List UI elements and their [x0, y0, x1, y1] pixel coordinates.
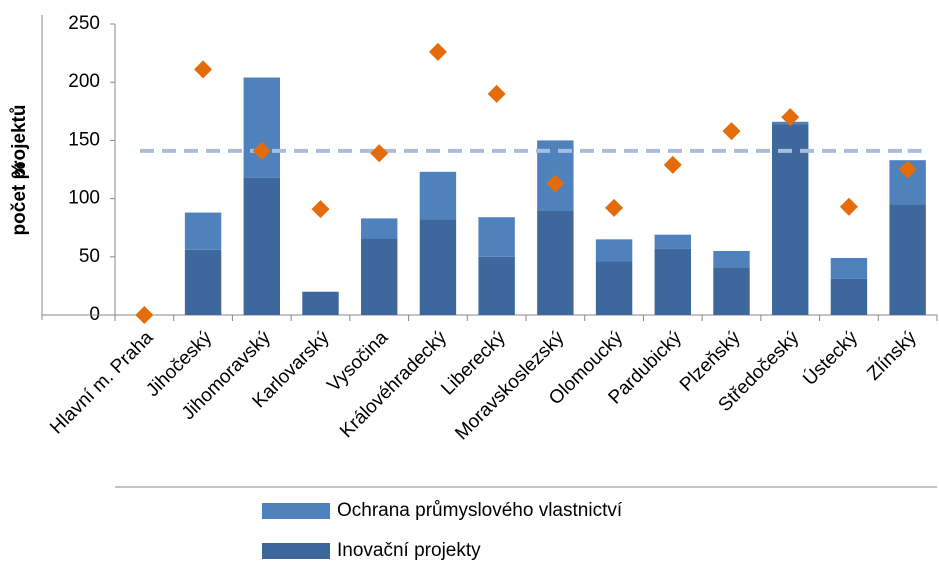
diamond-marker: [194, 60, 213, 79]
diamond-marker: [546, 174, 565, 193]
x-tick-label: Ústecký: [799, 326, 863, 390]
diamond-marker: [428, 42, 447, 61]
diamond-marker: [370, 144, 389, 163]
bar: [361, 238, 398, 315]
x-tick-label: Moravskoslezský: [451, 327, 568, 444]
bar: [419, 171, 457, 220]
diamond-marker: [781, 108, 800, 127]
diamond-marker: [722, 122, 741, 141]
x-tick-label: Zlínský: [863, 327, 921, 385]
diamond-marker: [898, 160, 917, 179]
bar: [361, 218, 398, 239]
y-tick-label: 250: [68, 13, 100, 34]
y-tick-label: 100: [68, 188, 100, 209]
bar: [478, 217, 515, 257]
y2-axis-title: %: [9, 161, 30, 178]
legend-swatch: [262, 503, 330, 519]
y-tick-label: 50: [79, 246, 100, 267]
bar: [713, 267, 750, 315]
bar: [830, 257, 868, 279]
bar: [184, 249, 222, 315]
bar: [595, 261, 633, 315]
y-tick-label: 150: [68, 129, 100, 150]
diamond-marker: [487, 84, 506, 103]
y-tick-label: 200: [68, 71, 100, 92]
bar: [243, 77, 280, 178]
diamond-marker: [605, 198, 624, 217]
bar: [184, 212, 222, 250]
bar: [772, 124, 809, 315]
bar: [713, 250, 750, 268]
bar: [889, 204, 926, 315]
legend-swatch: [262, 543, 330, 559]
diamond-marker: [135, 306, 154, 324]
bar: [537, 210, 574, 315]
bar: [595, 239, 633, 262]
bar: [830, 278, 868, 315]
diamond-marker: [663, 155, 682, 174]
bar: [419, 219, 457, 315]
diamond-marker: [311, 200, 330, 219]
bar: [654, 234, 691, 249]
x-tick-label: Hlavní m. Praha: [46, 327, 157, 438]
diamond-marker: [252, 141, 271, 160]
bar: [302, 291, 339, 315]
legend-label: Ochrana průmyslového vlastnictví: [337, 500, 623, 521]
bar: [654, 248, 691, 315]
legend-label: Inovační projekty: [337, 540, 481, 561]
x-tick-label: Královéhradecký: [336, 327, 451, 442]
y-axis-title: počet projektů: [9, 105, 30, 236]
bar: [243, 177, 280, 315]
bar: [478, 256, 515, 315]
diamond-marker: [839, 197, 858, 216]
